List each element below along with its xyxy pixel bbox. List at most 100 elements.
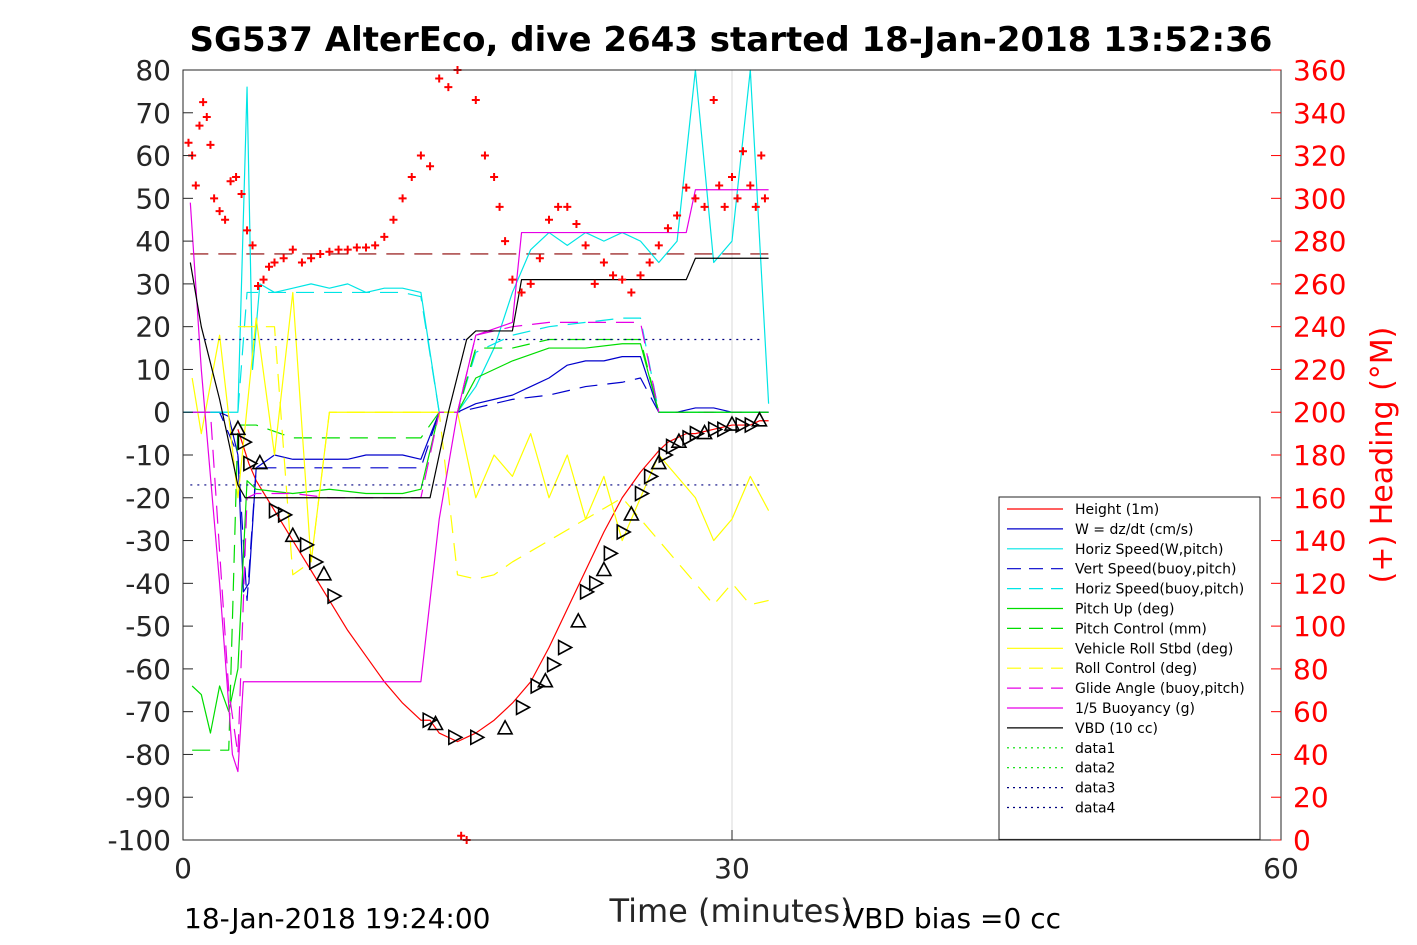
legend-label: Pitch Control (mm) — [1075, 621, 1207, 637]
heading-point — [508, 275, 517, 284]
heading-point — [554, 202, 563, 211]
left-tick-label: -80 — [125, 738, 171, 771]
heading-point — [490, 172, 499, 181]
heading-point — [215, 207, 224, 216]
heading-point — [184, 138, 193, 147]
depth-triangle-marker — [427, 714, 444, 731]
depth-triangle-marker — [537, 672, 554, 688]
depth-triangle-marker — [744, 416, 760, 434]
right-tick-label: 120 — [1293, 567, 1346, 600]
heading-point — [746, 181, 755, 190]
chart-title: SG537 AlterEco, dive 2643 started 18-Jan… — [190, 20, 1273, 60]
heading-point — [199, 98, 208, 107]
heading-point — [265, 262, 274, 271]
heading-point — [738, 147, 747, 156]
depth-triangle-marker — [634, 485, 651, 502]
heading-point — [563, 202, 572, 211]
depth-triangle-marker — [237, 433, 254, 451]
legend-label: Pitch Up (deg) — [1075, 602, 1174, 618]
depth-triangle-marker — [496, 719, 514, 735]
right-tick-label: 300 — [1293, 182, 1346, 215]
heading-point — [663, 224, 672, 233]
heading-point — [316, 249, 325, 258]
heading-point — [682, 183, 691, 192]
legend-label: Glide Angle (buoy,pitch) — [1075, 681, 1245, 697]
depth-triangle-marker — [689, 425, 706, 442]
left-tick-label: -60 — [125, 653, 171, 686]
heading-point — [700, 202, 709, 211]
heading-point — [343, 245, 352, 254]
marker-layer — [184, 66, 769, 844]
depth-triangle-marker — [603, 545, 620, 562]
x-axis-label: Time (minutes) — [609, 892, 853, 930]
heading-point — [226, 177, 235, 186]
heading-point — [297, 258, 306, 267]
depth-triangle-marker — [616, 523, 632, 541]
right-tick-label: 160 — [1293, 482, 1346, 515]
legend-label: VBD (10 cc) — [1075, 721, 1158, 737]
heading-point — [416, 151, 425, 160]
legend-label: W = dz/dt (cm/s) — [1075, 522, 1194, 538]
heading-point — [334, 245, 343, 254]
series-line-0 — [237, 420, 769, 743]
depth-triangle-marker — [308, 553, 325, 571]
heading-point — [362, 243, 370, 252]
legend: Height (1m) W = dz/dt (cm/s) Horiz Speed(W… — [998, 496, 1261, 840]
right-tick-label: 240 — [1293, 311, 1346, 344]
right-tick-label: 320 — [1293, 140, 1346, 173]
depth-triangle-marker — [243, 455, 259, 472]
heading-point — [191, 181, 200, 190]
heading-point — [572, 220, 581, 228]
heading-point — [210, 194, 219, 203]
heading-point — [517, 288, 526, 297]
heading-point — [545, 215, 553, 224]
right-tick-label: 180 — [1293, 439, 1346, 472]
heading-point — [760, 194, 769, 203]
left-tick-label: 30 — [135, 268, 171, 301]
heading-point — [636, 271, 645, 280]
depth-triangle-marker — [595, 560, 613, 577]
heading-point — [202, 113, 211, 122]
left-tick-label: -50 — [125, 610, 171, 643]
heading-point — [457, 831, 466, 840]
heading-point — [728, 172, 736, 181]
heading-point — [599, 258, 608, 267]
heading-point — [654, 241, 663, 250]
legend-label: 1/5 Buoyancy (g) — [1075, 701, 1195, 717]
depth-triangle-marker — [623, 505, 640, 521]
heading-point — [270, 258, 279, 267]
series-line-6 — [192, 338, 660, 751]
heading-point — [535, 254, 544, 263]
tick-layer: 0 30 6080706050403020100-10-20-30-40-50-60… — [107, 54, 1346, 885]
legend-label: Horiz Speed(W,pitch) — [1075, 542, 1223, 558]
footer-vbd-bias: VBD bias =0 cc — [845, 902, 1061, 935]
left-tick-label: 80 — [135, 54, 171, 87]
heading-point — [371, 241, 380, 250]
heading-point — [380, 232, 389, 241]
heading-point — [709, 95, 718, 104]
left-tick-label: -40 — [125, 567, 171, 600]
series-line-7 — [191, 291, 770, 563]
depth-triangle-marker — [643, 468, 660, 485]
heading-point — [398, 194, 407, 203]
heading-point — [733, 194, 742, 203]
depth-triangle-marker — [569, 612, 587, 628]
right-tick-label: 360 — [1293, 54, 1346, 87]
heading-point — [444, 83, 453, 92]
legend-label: data1 — [1075, 741, 1115, 757]
right-tick-label: 340 — [1293, 97, 1346, 130]
heading-point — [426, 162, 435, 171]
heading-point — [720, 202, 729, 211]
series-layer — [183, 69, 770, 773]
right-axis-label: (+) Heading (°M) — [1365, 327, 1400, 584]
right-tick-label: 40 — [1293, 738, 1329, 771]
depth-triangle-marker — [557, 639, 574, 656]
left-tick-label: 20 — [135, 311, 171, 344]
depth-triangle-marker — [469, 728, 486, 746]
heading-point — [352, 243, 361, 252]
heading-point — [389, 215, 398, 224]
depth-triangle-marker — [658, 446, 674, 464]
left-tick-label: -100 — [107, 824, 171, 857]
heading-point — [495, 202, 504, 211]
